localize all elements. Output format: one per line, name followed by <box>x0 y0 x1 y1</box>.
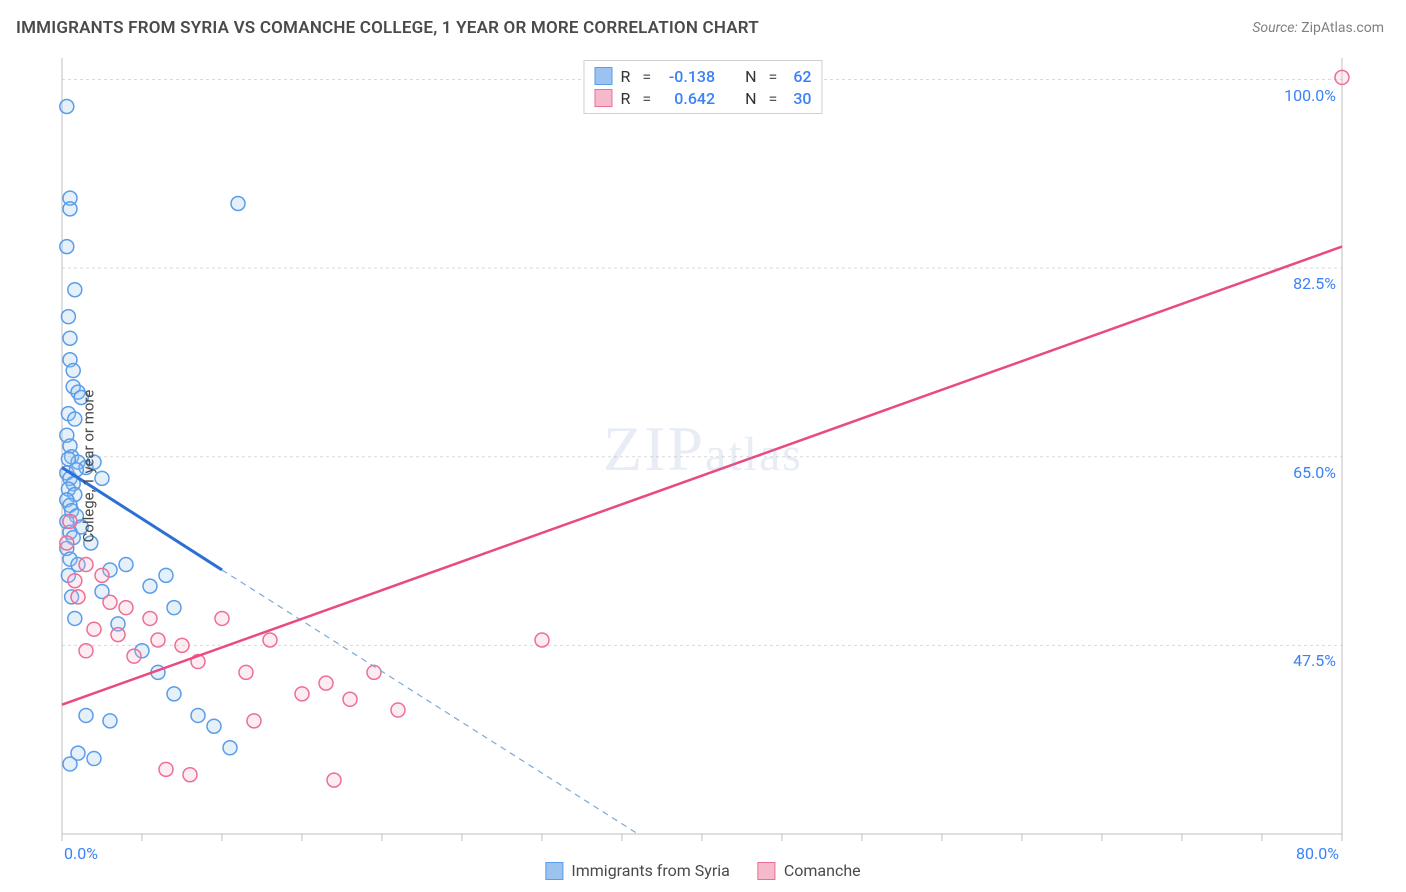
scatter-point-syria <box>159 568 173 582</box>
legend-r-value: 0.642 <box>663 89 715 108</box>
scatter-point-comanche <box>239 665 253 679</box>
scatter-point-comanche <box>151 633 165 647</box>
legend-r-label: R <box>620 89 630 108</box>
chart-area: College, 1 year or more ZIPatlas R=-0.13… <box>16 52 1390 880</box>
scatter-point-comanche <box>535 633 549 647</box>
chart-title: IMMIGRANTS FROM SYRIA VS COMANCHE COLLEG… <box>16 18 759 38</box>
trend-dash-syria <box>222 570 638 834</box>
legend-item-syria: Immigrants from Syria <box>545 861 729 880</box>
scatter-point-syria <box>143 579 157 593</box>
chart-container: IMMIGRANTS FROM SYRIA VS COMANCHE COLLEG… <box>0 0 1406 892</box>
legend-series-label: Comanche <box>784 861 861 880</box>
x-tick-label: 0.0% <box>64 844 98 863</box>
scatter-point-comanche <box>295 687 309 701</box>
scatter-point-comanche <box>87 622 101 636</box>
series-legend: Immigrants from Syria Comanche <box>545 861 860 880</box>
scatter-point-comanche <box>63 514 77 528</box>
scatter-point-comanche <box>79 558 93 572</box>
legend-eq: = <box>769 89 778 108</box>
scatter-point-comanche <box>159 762 173 776</box>
scatter-point-syria <box>167 687 181 701</box>
scatter-point-syria <box>87 752 101 766</box>
scatter-point-comanche <box>103 595 117 609</box>
scatter-point-comanche <box>175 638 189 652</box>
scatter-point-comanche <box>343 692 357 706</box>
source-name: ZipAtlas.com <box>1301 20 1384 36</box>
scatter-point-comanche <box>319 676 333 690</box>
scatter-point-comanche <box>263 633 277 647</box>
scatter-point-syria <box>63 757 77 771</box>
legend-r-label: R <box>620 67 630 86</box>
x-tick-label: 80.0% <box>1296 844 1339 863</box>
y-tick-label: 65.0% <box>1293 463 1336 482</box>
y-tick-label: 47.5% <box>1293 651 1336 670</box>
scatter-point-comanche <box>95 568 109 582</box>
scatter-plot-svg <box>16 52 1390 852</box>
scatter-point-comanche <box>111 628 125 642</box>
scatter-point-syria <box>63 202 77 216</box>
scatter-point-comanche <box>143 611 157 625</box>
scatter-point-comanche <box>127 649 141 663</box>
scatter-point-comanche <box>60 536 74 550</box>
correlation-legend: R = -0.138 N = 62 R = 0.642 N = 30 <box>583 60 822 114</box>
scatter-point-syria <box>60 100 74 114</box>
legend-n-label: N <box>745 89 756 108</box>
scatter-point-syria <box>223 741 237 755</box>
legend-r-value: -0.138 <box>663 67 715 86</box>
legend-row-syria: R = -0.138 N = 62 <box>594 65 811 87</box>
legend-item-comanche: Comanche <box>758 861 861 880</box>
source-prefix: Source: <box>1252 20 1301 36</box>
scatter-point-syria <box>207 719 221 733</box>
scatter-point-syria <box>60 240 74 254</box>
legend-n-label: N <box>745 67 756 86</box>
legend-n-value: 62 <box>793 67 811 86</box>
source-attribution: Source: ZipAtlas.com <box>1252 20 1384 36</box>
scatter-point-comanche <box>71 590 85 604</box>
y-tick-label: 82.5% <box>1293 274 1336 293</box>
scatter-point-comanche <box>79 644 93 658</box>
legend-swatch <box>545 862 563 880</box>
legend-swatch <box>594 67 612 85</box>
scatter-point-syria <box>119 558 133 572</box>
legend-series-label: Immigrants from Syria <box>571 861 729 880</box>
scatter-point-syria <box>66 364 80 378</box>
scatter-point-syria <box>191 708 205 722</box>
legend-eq: = <box>769 67 778 86</box>
y-axis-label: College, 1 year or more <box>79 390 97 543</box>
legend-row-comanche: R = 0.642 N = 30 <box>594 87 811 109</box>
scatter-point-comanche <box>119 601 133 615</box>
scatter-point-comanche <box>247 714 261 728</box>
legend-eq: = <box>642 67 651 86</box>
scatter-point-syria <box>167 601 181 615</box>
scatter-point-comanche <box>215 611 229 625</box>
scatter-point-comanche <box>68 574 82 588</box>
scatter-point-comanche <box>1335 70 1349 84</box>
legend-n-value: 30 <box>793 89 811 108</box>
legend-swatch <box>758 862 776 880</box>
scatter-point-syria <box>79 708 93 722</box>
scatter-point-syria <box>63 331 77 345</box>
scatter-point-comanche <box>367 665 381 679</box>
scatter-point-syria <box>68 611 82 625</box>
y-tick-label: 100.0% <box>1284 86 1336 105</box>
scatter-point-syria <box>61 310 75 324</box>
trend-line-comanche <box>62 247 1342 705</box>
scatter-point-syria <box>68 283 82 297</box>
scatter-point-comanche <box>327 773 341 787</box>
scatter-point-comanche <box>183 768 197 782</box>
scatter-point-syria <box>231 197 245 211</box>
legend-eq: = <box>642 89 651 108</box>
scatter-point-comanche <box>391 703 405 717</box>
scatter-point-syria <box>103 714 117 728</box>
legend-swatch <box>594 89 612 107</box>
